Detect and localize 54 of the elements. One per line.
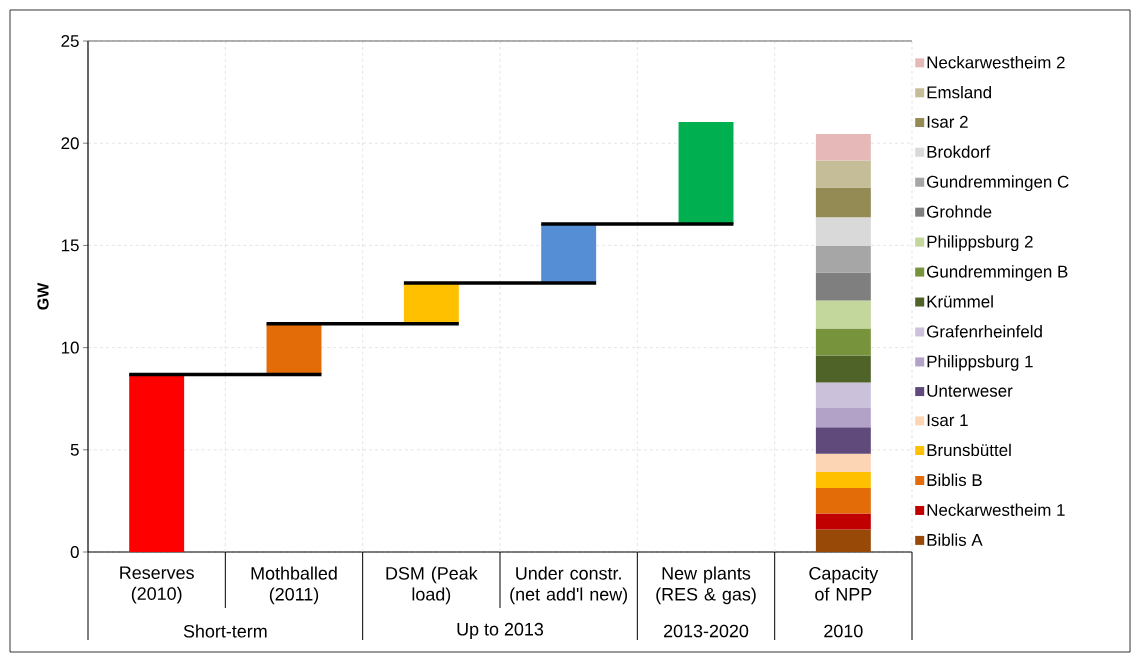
legend-label: Gundremmingen C <box>927 175 1069 192</box>
legend-label: Neckarwestheim 2 <box>927 55 1065 69</box>
legend-label: Gundremmingen B <box>927 265 1068 281</box>
bar <box>129 374 185 552</box>
legend-label: Isar 2 <box>927 115 968 128</box>
legend-label: Grohnde <box>927 205 992 218</box>
text: Short-term <box>183 624 267 638</box>
x-tick-label: DSM (Peak load) <box>386 566 478 605</box>
bar <box>815 529 871 552</box>
legend-label: Emsland <box>927 85 991 99</box>
bar <box>815 382 871 409</box>
y-tick-label: 10 <box>61 341 79 354</box>
bar <box>815 408 871 428</box>
legend-label: Biblis A <box>927 533 983 546</box>
x-tick-label: Mothballed (2011) <box>251 566 337 605</box>
bar <box>815 513 871 530</box>
y-tick-label: 0 <box>70 546 79 558</box>
x-tick-label: Capacity of NPP <box>809 566 879 601</box>
bar <box>815 328 871 356</box>
legend-label: Brokdorf <box>927 145 991 158</box>
text: Up to 2013 <box>457 622 544 640</box>
text: 2013-2020 <box>664 624 749 638</box>
y-tick-label: 25 <box>61 35 79 47</box>
legend-label: Brunsbüttel <box>927 443 1011 457</box>
bar <box>815 453 871 472</box>
y-tick-label: 5 <box>70 443 79 456</box>
x-tick-label: New plants (RES & gas) <box>656 566 756 605</box>
bar <box>678 121 734 224</box>
bar <box>815 187 871 218</box>
bar <box>815 300 871 329</box>
bar <box>815 272 871 301</box>
x-tick-label: Under constr. (net add'l new) <box>510 566 628 605</box>
x-tick-label: Reserves (2010) <box>120 566 194 604</box>
bar <box>815 488 871 514</box>
bar <box>815 355 871 383</box>
legend-label: Unterweser <box>927 384 1013 397</box>
bar <box>815 471 871 489</box>
bar <box>815 160 871 188</box>
bar <box>815 246 871 273</box>
text: 2010 <box>824 624 863 638</box>
legend-label: Philippsburg 1 <box>927 355 1033 371</box>
bar <box>815 427 871 454</box>
legend-label: Biblis B <box>927 473 982 487</box>
legend-label: Philippsburg 2 <box>927 235 1033 252</box>
y-axis-title: GW <box>37 282 49 310</box>
bar <box>815 217 871 247</box>
legend-label: Isar 1 <box>927 414 968 427</box>
y-tick-label: 20 <box>61 137 79 150</box>
legend-label: Neckarwestheim 1 <box>927 503 1065 516</box>
y-tick-label: 15 <box>61 239 79 252</box>
bar <box>541 223 597 284</box>
legend-label: Grafenrheinfeld <box>927 325 1042 338</box>
legend-label: Krümmel <box>927 295 993 308</box>
bar <box>815 134 871 161</box>
